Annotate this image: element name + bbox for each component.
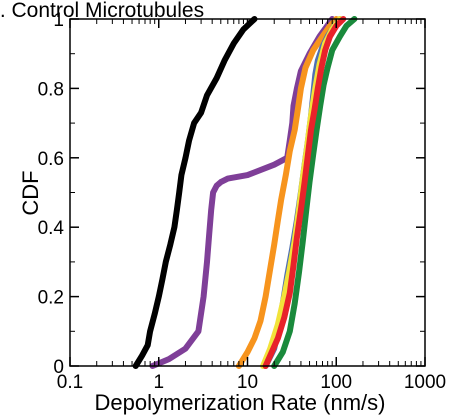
series-line-3 — [235, 16, 340, 369]
chart-title: I. Control Microtubules — [0, 0, 204, 22]
y-tick-label: 0.8 — [38, 79, 64, 100]
x-axis-label: Depolymerization Rate (nm/s) — [95, 390, 386, 415]
plot-frame — [69, 18, 426, 367]
x-tick-label: 10 — [237, 372, 258, 393]
y-tick-label: 0.2 — [38, 288, 64, 309]
y-tick-label: 1 — [53, 10, 64, 31]
series-layer — [132, 16, 358, 369]
series-line-7 — [262, 16, 347, 369]
y-tick-label: 0.4 — [38, 218, 65, 239]
x-tick-label: 100 — [320, 372, 352, 393]
x-tick-label: 0.1 — [57, 372, 83, 393]
x-tick-label: 1 — [153, 372, 164, 393]
y-tick-label: 0.6 — [38, 149, 64, 170]
x-tick-label: 1000 — [404, 372, 446, 393]
y-axis-label: CDF — [18, 170, 43, 215]
series-line-2 — [149, 16, 336, 369]
series-line-1 — [132, 16, 258, 369]
series-line-6 — [271, 16, 358, 369]
tick-layer: 0.1 1 10 100 1000 0 0.2 0.4 0.6 0.8 1 — [38, 10, 447, 393]
y-tick-label: 0 — [53, 357, 64, 378]
